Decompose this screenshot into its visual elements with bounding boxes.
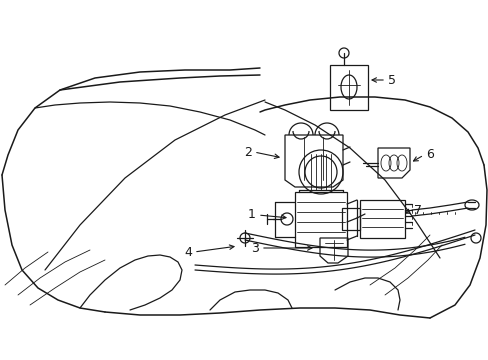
Text: 5: 5 <box>387 73 395 86</box>
Text: 1: 1 <box>247 208 255 221</box>
Text: 7: 7 <box>413 203 421 216</box>
Text: 6: 6 <box>425 148 433 162</box>
Text: 3: 3 <box>250 242 259 255</box>
Text: 4: 4 <box>183 246 192 258</box>
Text: 2: 2 <box>244 145 251 158</box>
